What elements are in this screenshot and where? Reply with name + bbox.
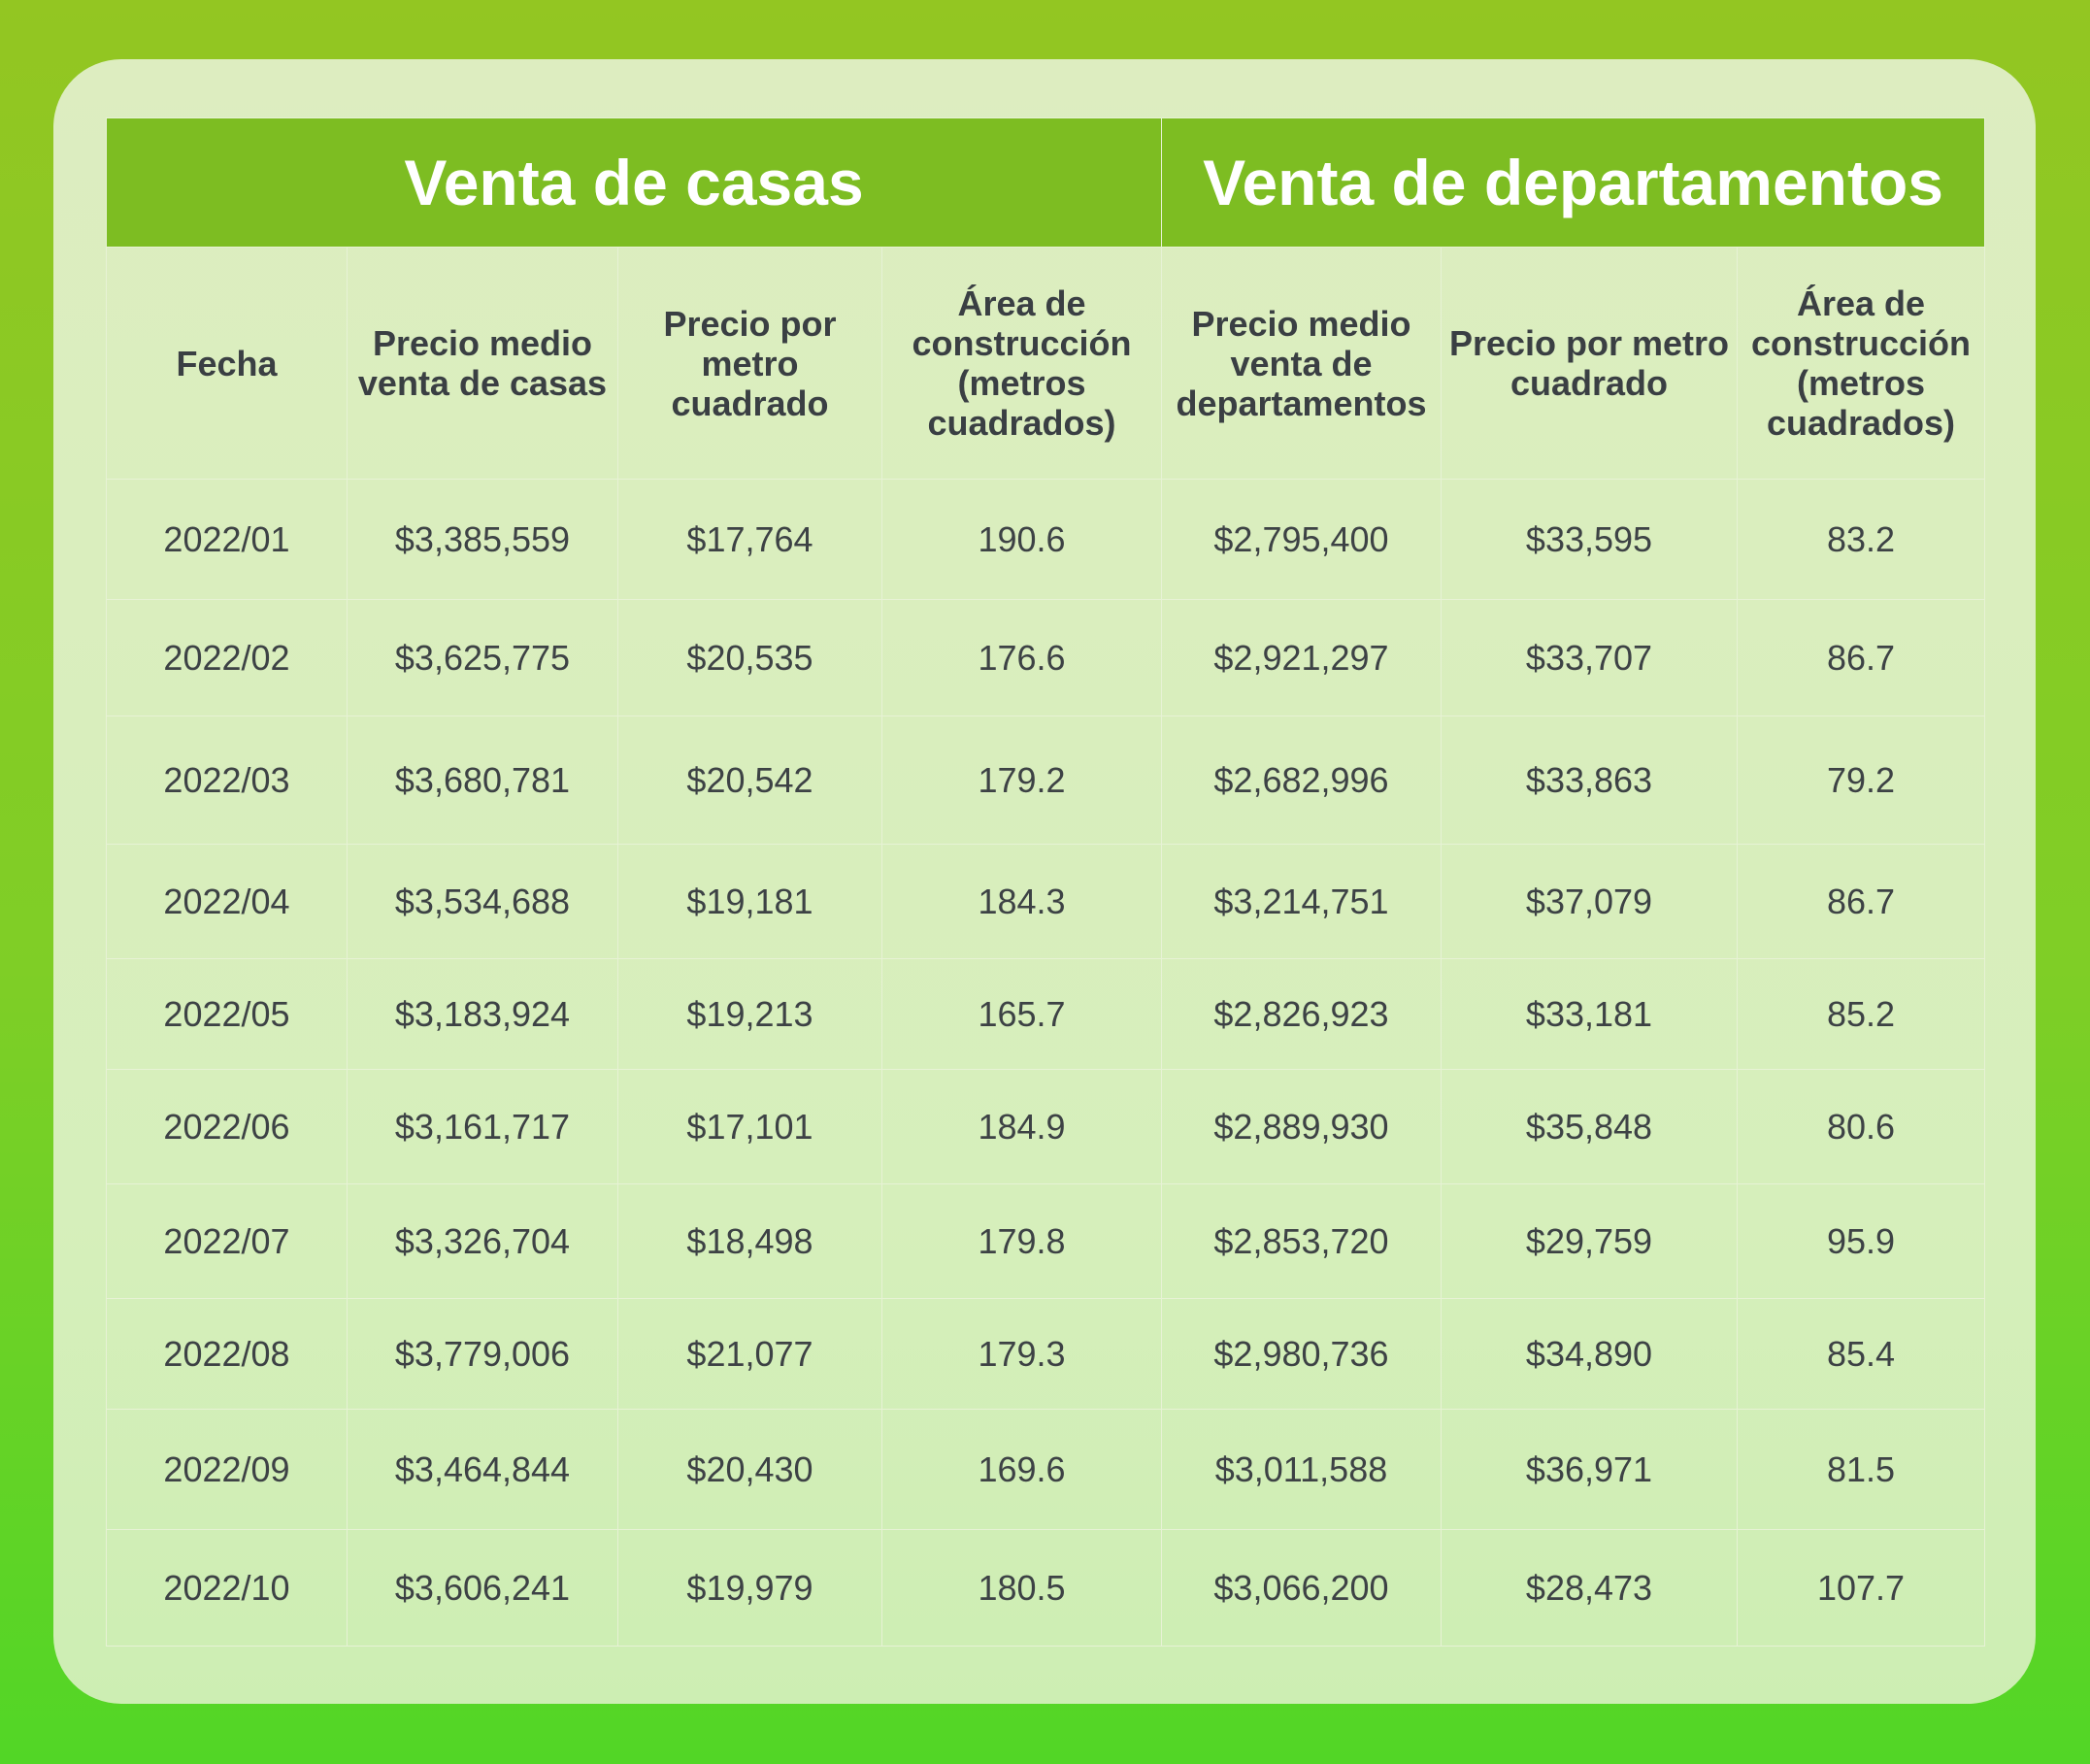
- table-cell: 83.2: [1736, 479, 1986, 600]
- column-header-0: Fecha: [106, 247, 348, 480]
- table-row: 2022/06 $3,161,717 $17,101 184.9 $2,889,930 $…: [106, 1069, 1986, 1184]
- table-cell: $2,795,400: [1161, 479, 1442, 600]
- group-header-1: Venta de departamentos: [1160, 117, 1986, 248]
- housing-sales-table: Venta de casas Venta de departamentos Fec…: [106, 117, 1986, 1647]
- table-cell: 190.6: [881, 479, 1162, 600]
- table-cell: 2022/07: [106, 1183, 348, 1299]
- table-cell: 2022/03: [106, 716, 348, 845]
- table-cell: $3,680,781: [347, 716, 618, 845]
- table-cell: 2022/09: [106, 1409, 348, 1530]
- table-cell: $36,971: [1441, 1409, 1738, 1530]
- table-cell: 2022/10: [106, 1529, 348, 1647]
- table-cell: $33,181: [1441, 958, 1738, 1070]
- table-cell: 184.3: [881, 844, 1162, 959]
- table-cell: $21,077: [617, 1298, 882, 1410]
- table-cell: 2022/01: [106, 479, 348, 600]
- table-cell: $3,066,200: [1161, 1529, 1442, 1647]
- table-cell: 2022/08: [106, 1298, 348, 1410]
- table-cell: 169.6: [881, 1409, 1162, 1530]
- table-cell: 86.7: [1736, 599, 1986, 716]
- table-cell: $2,889,930: [1161, 1069, 1442, 1184]
- table-cell: $35,848: [1441, 1069, 1738, 1184]
- table-cell: $17,764: [617, 479, 882, 600]
- table-cell: $3,534,688: [347, 844, 618, 959]
- table-cell: $20,542: [617, 716, 882, 845]
- table-cell: 184.9: [881, 1069, 1162, 1184]
- table-cell: 85.4: [1736, 1298, 1986, 1410]
- table-row: 2022/05 $3,183,924 $19,213 165.7 $2,826,923 $…: [106, 958, 1986, 1070]
- table-cell: $3,464,844: [347, 1409, 618, 1530]
- table-cell: 107.7: [1736, 1529, 1986, 1647]
- table-cell: $17,101: [617, 1069, 882, 1184]
- table-row: 2022/07 $3,326,704 $18,498 179.8 $2,853,720 $…: [106, 1183, 1986, 1299]
- table-row: 2022/10 $3,606,241 $19,979 180.5 $3,066,200 $…: [106, 1529, 1986, 1647]
- table-cell: $2,826,923: [1161, 958, 1442, 1070]
- table-cell: $19,213: [617, 958, 882, 1070]
- table-cell: $3,385,559: [347, 479, 618, 600]
- table-cell: 2022/02: [106, 599, 348, 716]
- table-cell: 80.6: [1736, 1069, 1986, 1184]
- table-cell: $3,625,775: [347, 599, 618, 716]
- table-cell: 2022/05: [106, 958, 348, 1070]
- column-header-row: Fecha Precio medio venta de casas Precio p…: [106, 247, 1986, 480]
- table-cell: $20,535: [617, 599, 882, 716]
- table-cell: $3,779,006: [347, 1298, 618, 1410]
- table-cell: 79.2: [1736, 716, 1986, 845]
- table-cell: $2,980,736: [1161, 1298, 1442, 1410]
- table-cell: $33,595: [1441, 479, 1738, 600]
- table-body: 2022/01 $3,385,559 $17,764 190.6 $2,795,400 $…: [106, 479, 1986, 1647]
- table-cell: $3,011,588: [1161, 1409, 1442, 1530]
- table-row: 2022/02 $3,625,775 $20,535 176.6 $2,921,297 $…: [106, 599, 1986, 716]
- table-cell: 81.5: [1736, 1409, 1986, 1530]
- column-header-3: Área de construcción (metros cuadrados): [881, 247, 1162, 480]
- table-cell: $34,890: [1441, 1298, 1738, 1410]
- table-cell: 180.5: [881, 1529, 1162, 1647]
- table-row: 2022/01 $3,385,559 $17,764 190.6 $2,795,400 $…: [106, 479, 1986, 600]
- table-cell: $33,707: [1441, 599, 1738, 716]
- table-cell: $29,759: [1441, 1183, 1738, 1299]
- column-header-6: Área de construcción (metros cuadrados): [1736, 247, 1986, 480]
- table-cell: 85.2: [1736, 958, 1986, 1070]
- table-cell: 86.7: [1736, 844, 1986, 959]
- table-cell: $3,326,704: [347, 1183, 618, 1299]
- column-header-4: Precio medio venta de departamentos: [1161, 247, 1442, 480]
- table-row: 2022/04 $3,534,688 $19,181 184.3 $3,214,751 $…: [106, 844, 1986, 959]
- table-cell: $19,181: [617, 844, 882, 959]
- table-cell: 2022/06: [106, 1069, 348, 1184]
- group-header-row: Venta de casas Venta de departamentos: [106, 117, 1986, 248]
- table-cell: 179.2: [881, 716, 1162, 845]
- table-cell: $2,921,297: [1161, 599, 1442, 716]
- table-cell: 95.9: [1736, 1183, 1986, 1299]
- column-header-1: Precio medio venta de casas: [347, 247, 618, 480]
- column-header-2: Precio por metro cuadrado: [617, 247, 882, 480]
- table-row: 2022/03 $3,680,781 $20,542 179.2 $2,682,996 $…: [106, 716, 1986, 845]
- table-cell: $28,473: [1441, 1529, 1738, 1647]
- table-cell: 176.6: [881, 599, 1162, 716]
- table-cell: $33,863: [1441, 716, 1738, 845]
- table-cell: $18,498: [617, 1183, 882, 1299]
- table-cell: 179.3: [881, 1298, 1162, 1410]
- table-cell: $37,079: [1441, 844, 1738, 959]
- table-cell: $3,214,751: [1161, 844, 1442, 959]
- table-cell: 179.8: [881, 1183, 1162, 1299]
- table-cell: $2,853,720: [1161, 1183, 1442, 1299]
- table-cell: 2022/04: [106, 844, 348, 959]
- column-header-5: Precio por metro cuadrado: [1441, 247, 1738, 480]
- table-row: 2022/09 $3,464,844 $20,430 169.6 $3,011,588 $…: [106, 1409, 1986, 1530]
- table-cell: $3,606,241: [347, 1529, 618, 1647]
- table-row: 2022/08 $3,779,006 $21,077 179.3 $2,980,736 $…: [106, 1298, 1986, 1410]
- table-cell: $2,682,996: [1161, 716, 1442, 845]
- group-header-0: Venta de casas: [106, 117, 1162, 248]
- table-cell: 165.7: [881, 958, 1162, 1070]
- table-cell: $3,161,717: [347, 1069, 618, 1184]
- table-cell: $3,183,924: [347, 958, 618, 1070]
- table-cell: $19,979: [617, 1529, 882, 1647]
- table-cell: $20,430: [617, 1409, 882, 1530]
